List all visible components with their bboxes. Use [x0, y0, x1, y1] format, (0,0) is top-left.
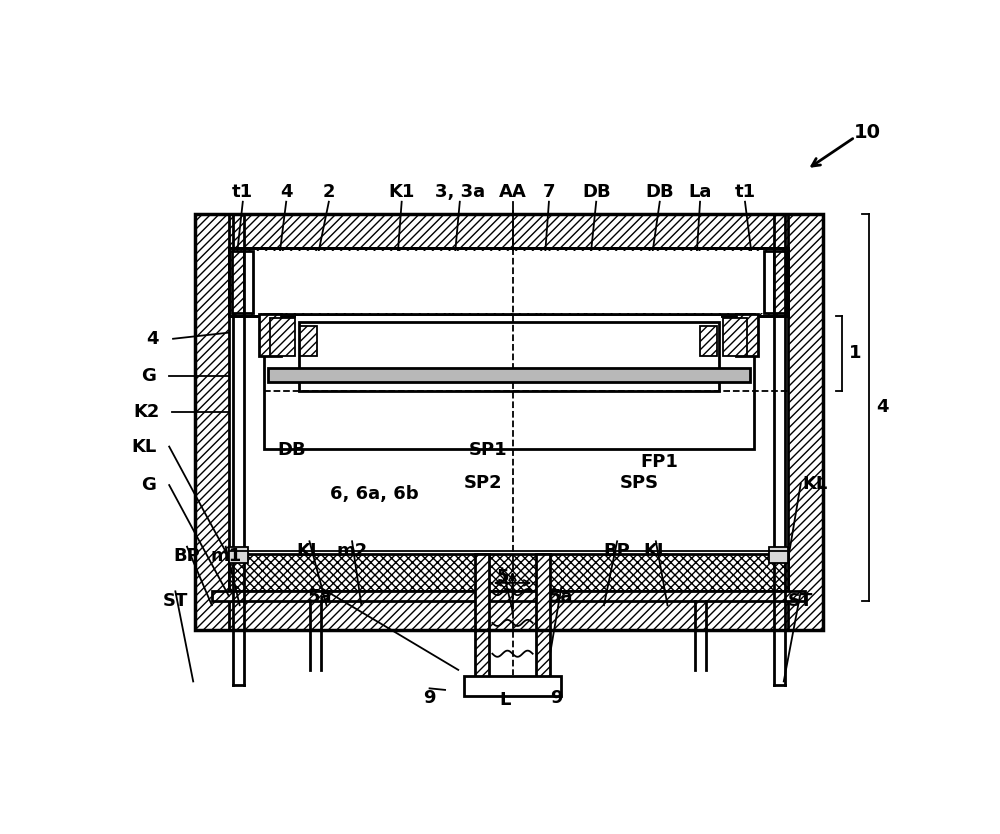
Text: BP: BP	[174, 547, 200, 565]
Text: 5a: 5a	[549, 588, 574, 605]
Text: G: G	[141, 367, 156, 384]
Text: 5a: 5a	[308, 588, 333, 605]
Text: DB: DB	[582, 183, 611, 202]
Bar	[300, 326, 317, 356]
Bar	[195, 214, 229, 630]
Text: K2: K2	[134, 403, 160, 421]
Text: ST: ST	[788, 591, 813, 610]
Text: 7: 7	[543, 183, 555, 202]
Text: DB: DB	[645, 183, 674, 202]
Text: 6, 6a, 6b: 6, 6a, 6b	[330, 485, 419, 504]
Bar	[259, 314, 281, 356]
Bar	[229, 547, 248, 563]
Text: 2: 2	[323, 183, 335, 202]
Bar	[299, 322, 719, 391]
Bar	[536, 554, 550, 677]
Bar	[232, 251, 785, 313]
Text: 9: 9	[423, 689, 436, 706]
Text: KL: KL	[643, 541, 668, 560]
Bar	[229, 554, 788, 590]
Text: DB: DB	[277, 441, 306, 460]
Text: KL: KL	[132, 438, 157, 455]
Text: KL: KL	[802, 475, 827, 493]
Bar	[232, 251, 244, 313]
Bar	[229, 248, 788, 316]
Bar	[736, 314, 758, 356]
Bar	[296, 316, 721, 447]
Bar	[464, 676, 561, 696]
Bar	[723, 318, 747, 356]
Text: 4: 4	[876, 399, 888, 416]
Text: 1: 1	[849, 344, 861, 363]
Text: SP2: SP2	[464, 474, 502, 492]
Bar	[764, 251, 774, 313]
Bar	[270, 318, 295, 356]
Text: KL: KL	[297, 541, 322, 560]
Text: G: G	[141, 476, 156, 494]
Bar	[229, 248, 788, 316]
Bar	[700, 326, 717, 356]
Bar	[244, 251, 253, 313]
Bar	[195, 596, 822, 630]
Text: SPS: SPS	[620, 474, 659, 492]
Text: SP1: SP1	[468, 441, 507, 460]
Text: 10: 10	[854, 123, 881, 142]
Bar	[769, 547, 788, 563]
Text: La: La	[688, 183, 712, 202]
Bar	[195, 214, 822, 248]
Bar	[475, 554, 489, 677]
Bar	[774, 251, 785, 313]
Text: t1: t1	[232, 183, 253, 202]
Text: 4: 4	[280, 183, 292, 202]
Text: 9: 9	[550, 689, 562, 706]
Text: K1: K1	[388, 183, 415, 202]
Text: 4: 4	[146, 329, 158, 348]
Text: AA: AA	[499, 183, 526, 202]
Text: ST: ST	[163, 591, 188, 610]
Text: m2: m2	[336, 541, 368, 560]
Bar	[268, 368, 750, 382]
Bar	[212, 590, 805, 601]
Text: t1: t1	[734, 183, 756, 202]
Text: BP: BP	[604, 541, 631, 560]
Bar	[788, 214, 822, 630]
Text: FP1: FP1	[641, 453, 679, 471]
Text: L: L	[499, 691, 510, 709]
Text: 5: 5	[496, 569, 509, 586]
Bar	[195, 214, 822, 630]
Text: 3, 3a: 3, 3a	[435, 183, 485, 202]
Text: m1: m1	[210, 547, 241, 565]
Bar	[264, 314, 754, 449]
